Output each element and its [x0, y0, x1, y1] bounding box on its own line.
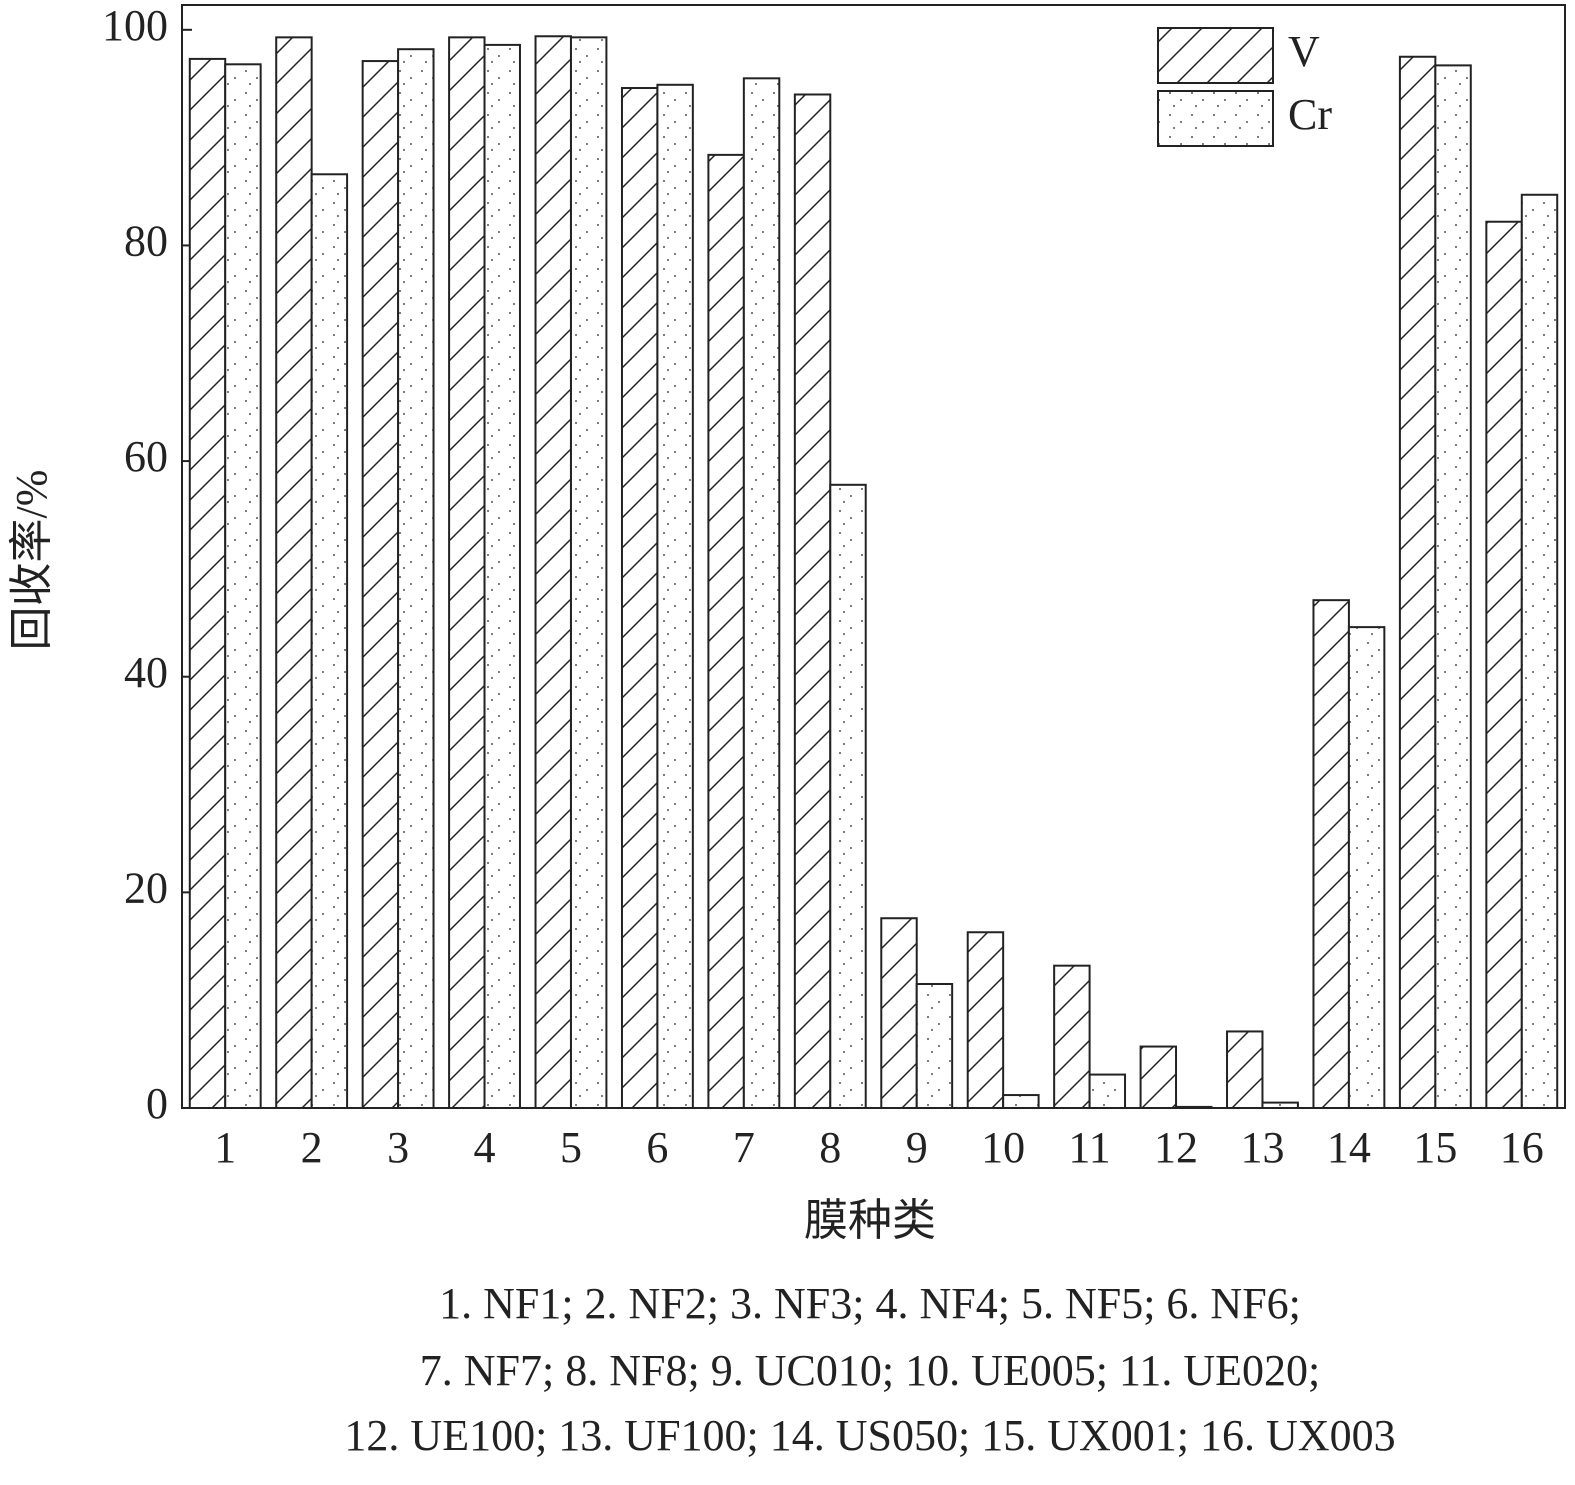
bar — [620, 87, 659, 1110]
bar — [397, 48, 435, 1109]
x-tick-label: 8 — [819, 1123, 841, 1172]
bar — [656, 83, 694, 1109]
legend-label: Cr — [1288, 90, 1332, 139]
bar — [1139, 1045, 1178, 1109]
y-tick-label: 20 — [124, 863, 168, 912]
x-tick-label: 2 — [301, 1123, 323, 1172]
caption-line: 7. NF7; 8. NF8; 9. UC010; 10. UE005; 11.… — [420, 1346, 1320, 1395]
bar — [1434, 64, 1472, 1110]
y-axis-label: 回收率/% — [7, 470, 56, 651]
bar — [224, 63, 262, 1110]
y-tick-label: 100 — [102, 1, 168, 50]
bar — [275, 36, 313, 1109]
x-tick-label: 16 — [1500, 1123, 1544, 1172]
bar — [1520, 193, 1559, 1110]
bar — [707, 153, 745, 1109]
legend-label: V — [1288, 27, 1320, 76]
y-tick-label: 40 — [124, 648, 168, 697]
bar — [310, 173, 349, 1110]
x-tick-label: 7 — [733, 1123, 755, 1172]
legend-swatch — [1157, 90, 1274, 147]
y-tick-label: 0 — [146, 1079, 168, 1128]
x-tick-label: 14 — [1327, 1123, 1371, 1172]
x-tick-label: 4 — [474, 1123, 496, 1172]
bar — [1175, 1105, 1213, 1109]
x-axis-label: 膜种类 — [804, 1196, 936, 1245]
caption-line: 1. NF1; 2. NF2; 3. NF3; 4. NF4; 5. NF5; … — [439, 1279, 1301, 1328]
bar — [829, 483, 867, 1109]
bar — [1398, 55, 1437, 1110]
bar — [915, 983, 954, 1109]
x-tick-label: 3 — [387, 1123, 409, 1172]
x-tick-label: 5 — [560, 1123, 582, 1172]
bar — [534, 35, 572, 1110]
bar — [966, 931, 1005, 1109]
bar — [1088, 1073, 1127, 1110]
bar — [1053, 964, 1091, 1110]
bar — [1226, 1030, 1264, 1110]
y-tick-label: 80 — [124, 217, 168, 266]
bar — [361, 60, 400, 1109]
bar — [1485, 220, 1523, 1110]
bar — [1347, 626, 1386, 1109]
y-tick-label: 60 — [124, 432, 168, 481]
bar — [880, 917, 918, 1110]
bar — [448, 36, 486, 1109]
bar — [1261, 1101, 1299, 1110]
x-tick-label: 10 — [981, 1123, 1025, 1172]
plot-frame — [181, 4, 1566, 1109]
x-tick-label: 13 — [1240, 1123, 1284, 1172]
bar — [793, 93, 832, 1109]
x-tick-label: 11 — [1068, 1123, 1110, 1172]
x-tick-label: 9 — [906, 1123, 928, 1172]
x-tick-label: 15 — [1413, 1123, 1457, 1172]
x-tick-label: 1 — [214, 1123, 236, 1172]
x-tick-label: 6 — [646, 1123, 668, 1172]
legend-swatch — [1157, 27, 1274, 84]
bar — [188, 57, 227, 1110]
bar — [569, 36, 608, 1109]
x-tick-label: 12 — [1154, 1123, 1198, 1172]
bar — [483, 43, 521, 1110]
bar — [1312, 599, 1350, 1110]
caption-line: 12. UE100; 13. UF100; 14. US050; 15. UX0… — [344, 1411, 1395, 1460]
bar — [1002, 1094, 1040, 1109]
bar — [742, 77, 781, 1109]
